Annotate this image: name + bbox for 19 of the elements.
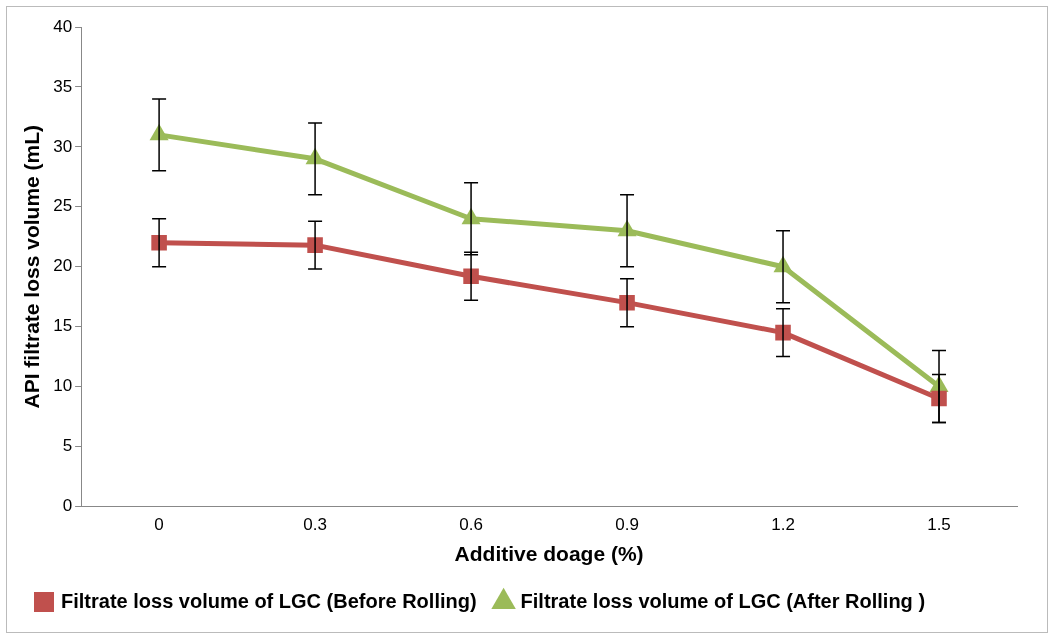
y-tick-label: 20 xyxy=(53,256,73,276)
x-tick-label: 0 xyxy=(154,515,164,535)
y-tick-label: 40 xyxy=(53,16,73,36)
y-tick-label: 25 xyxy=(53,196,73,216)
x-tick-label: 1.5 xyxy=(927,515,951,535)
y-tick-label: 10 xyxy=(53,376,73,396)
y-tick-label: 35 xyxy=(53,76,73,96)
legend-label: Filtrate loss volume of LGC (After Rolling ) xyxy=(520,589,926,612)
x-tick-label: 0.6 xyxy=(459,515,483,535)
y-tick-label: 15 xyxy=(53,316,73,336)
x-tick-label: 0.3 xyxy=(303,515,327,535)
y-tick-label: 0 xyxy=(62,496,73,516)
legend-label: Filtrate loss volume of LGC (Before Rolling) xyxy=(61,589,477,612)
x-axis-title: Additive doage (%) xyxy=(454,542,644,566)
y-axis-title: API filtrate loss volume (mL) xyxy=(20,124,44,409)
y-tick-label: 5 xyxy=(62,436,73,456)
x-tick-label: 0.9 xyxy=(615,515,639,535)
y-tick-label: 30 xyxy=(53,136,73,156)
x-tick-label: 1.2 xyxy=(771,515,795,535)
